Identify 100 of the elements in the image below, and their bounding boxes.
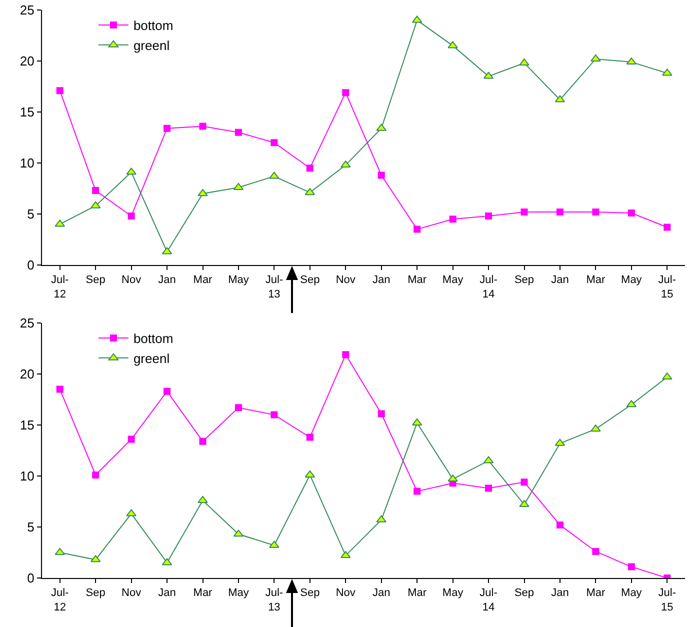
legend-label: bottom	[133, 331, 174, 346]
point	[664, 224, 671, 231]
point	[234, 128, 242, 136]
point	[164, 124, 171, 132]
x-tick-label: May	[442, 587, 464, 600]
point	[198, 189, 208, 196]
x-tick-label: Sep	[86, 587, 106, 600]
point	[520, 208, 528, 216]
legend-label: greenl	[133, 350, 170, 366]
point	[376, 124, 386, 131]
point	[448, 474, 458, 482]
point	[556, 521, 564, 528]
point	[342, 89, 350, 96]
point	[414, 488, 421, 495]
x-tick-label: Mar	[193, 274, 213, 286]
point	[306, 164, 314, 172]
y-tick-label: 10	[20, 156, 34, 171]
x-tick-label: Jan	[372, 274, 390, 286]
y-tick-label: 25	[20, 2, 34, 18]
x-tick-label: May	[442, 274, 464, 286]
x-tick-label: Jul- 15	[658, 587, 676, 614]
x-tick-label: Jan	[551, 274, 569, 286]
point	[414, 226, 421, 233]
point	[340, 160, 351, 168]
x-tick-label: May	[621, 274, 642, 286]
point	[92, 471, 100, 478]
x-tick-label: Mar	[408, 587, 427, 600]
point	[269, 540, 280, 548]
point	[340, 551, 351, 558]
point	[662, 372, 672, 380]
point	[270, 411, 278, 418]
point	[449, 216, 456, 223]
point	[448, 41, 458, 48]
x-tick-label: Jul- 12	[50, 587, 70, 614]
point	[556, 208, 564, 216]
point	[56, 386, 64, 393]
point	[590, 54, 601, 62]
point	[92, 187, 100, 194]
x-tick-label: Sep	[300, 274, 320, 286]
x-tick-label: Nov	[122, 587, 142, 600]
point	[662, 68, 672, 76]
point	[126, 509, 136, 516]
x-tick-label: Mar	[586, 274, 606, 286]
x-tick-label: Nov	[336, 587, 356, 600]
x-tick-label: Jul- 13	[265, 274, 284, 300]
y-tick-label: 0	[27, 570, 34, 586]
point	[126, 168, 136, 175]
point	[199, 438, 206, 445]
point	[306, 434, 314, 441]
point	[56, 87, 64, 94]
point	[628, 563, 635, 570]
x-tick-label: Jan	[158, 587, 176, 600]
x-tick-label: Nov	[122, 274, 142, 286]
point	[592, 208, 600, 216]
x-tick-label: Sep	[514, 587, 534, 600]
point	[378, 172, 385, 179]
point	[198, 496, 208, 503]
x-tick-label: Jan	[551, 587, 569, 600]
x-tick-label: Jul- 14	[480, 274, 498, 300]
x-tick-label: Mar	[408, 274, 427, 286]
x-tick-label: Mar	[586, 587, 606, 600]
y-tick-label: 0	[27, 258, 34, 273]
point	[128, 436, 135, 443]
legend-label: greenl	[133, 38, 170, 53]
y-tick-label: 15	[20, 104, 34, 120]
y-tick-label: 20	[20, 366, 34, 382]
x-tick-label: May	[621, 587, 642, 600]
x-tick-label: Sep	[86, 274, 106, 286]
point	[234, 404, 242, 412]
point	[376, 515, 386, 522]
point	[342, 351, 350, 358]
x-tick-label: Jul- 13	[265, 587, 284, 614]
legend-label: bottom	[133, 18, 174, 34]
x-tick-label: Jul- 15	[658, 274, 676, 300]
point	[485, 212, 492, 220]
x-tick-label: Jul- 12	[50, 274, 70, 300]
x-tick-label: Nov	[336, 274, 356, 286]
y-tick-label: 25	[20, 316, 34, 331]
y-tick-label: 5	[27, 520, 34, 535]
point	[520, 478, 528, 486]
point	[269, 172, 280, 179]
x-tick-label: May	[228, 274, 250, 286]
y-tick-label: 15	[20, 418, 34, 433]
point	[485, 484, 492, 492]
x-tick-label: Jan	[158, 274, 176, 286]
point	[270, 139, 278, 146]
point	[519, 58, 530, 66]
x-tick-label: Sep	[514, 274, 534, 286]
x-tick-label: Jul- 14	[480, 587, 498, 614]
point	[519, 500, 530, 508]
point	[164, 388, 171, 395]
x-tick-label: Sep	[300, 587, 320, 600]
point	[199, 122, 206, 130]
y-tick-label: 20	[20, 54, 34, 69]
x-tick-label: May	[228, 587, 250, 600]
point	[54, 220, 65, 227]
point	[628, 209, 635, 216]
y-tick-label: 5	[27, 206, 34, 222]
x-tick-label: Mar	[193, 587, 213, 600]
point	[590, 424, 601, 432]
